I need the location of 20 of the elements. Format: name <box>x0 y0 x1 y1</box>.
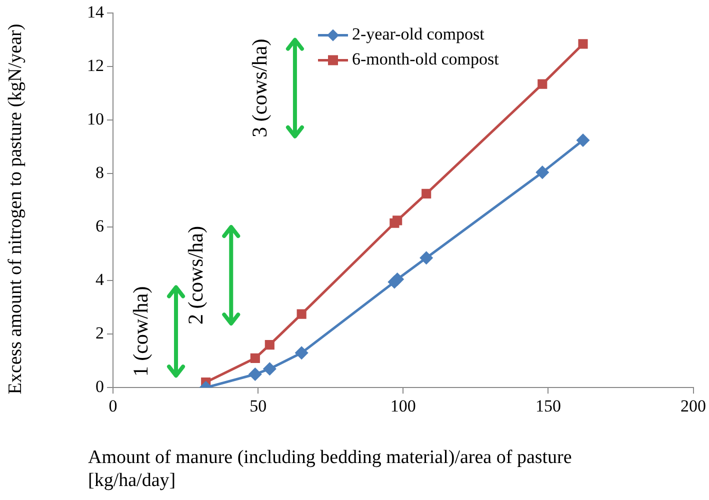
y-tick-label: 2 <box>96 324 104 343</box>
x-tick-label: 0 <box>108 396 118 416</box>
y-tick-label: 14 <box>87 2 104 22</box>
y-axis-title: Excess amount of nitrogen to pasture (kgN/year) <box>4 22 27 396</box>
y-tick-label: 8 <box>96 163 104 182</box>
legend-label: 2-year-old compost <box>352 24 485 44</box>
y-tick-label: 10 <box>87 110 104 129</box>
x-tick-label: 100 <box>390 396 416 416</box>
x-axis-title: Amount of manure (including bedding material)/area of pasture [kg/ha/day] <box>88 446 573 492</box>
annotation: 3 (cows/ha) <box>247 38 272 138</box>
y-tick-label: 0 <box>96 377 104 396</box>
y-tick-label: 6 <box>96 216 104 236</box>
x-tick-label: 50 <box>250 396 267 416</box>
legend-label: 6-month-old compost <box>352 50 500 69</box>
y-tick-label: 4 <box>96 270 104 290</box>
x-tick-label: 200 <box>680 396 706 416</box>
x-tick-label: 150 <box>535 396 561 416</box>
annotation: 2 (cows/ha) <box>184 226 208 325</box>
annotation: 1 (cow/ha) <box>128 286 153 377</box>
y-tick-label: 12 <box>87 56 104 76</box>
